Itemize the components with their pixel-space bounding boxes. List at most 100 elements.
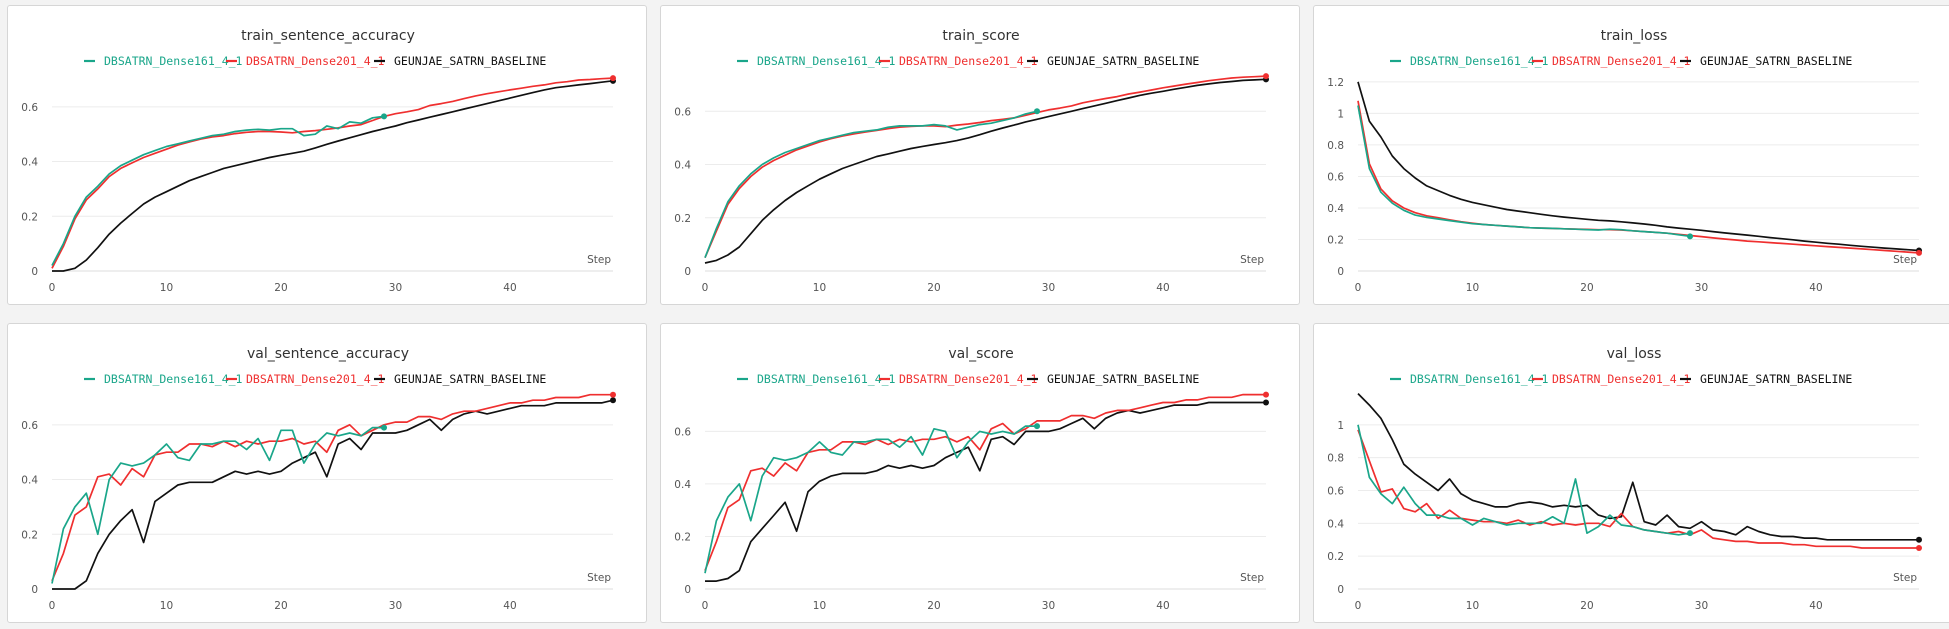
y-tick-label: 0.4	[674, 160, 691, 172]
series-line-geunjae-satrn-baseline[interactable]	[705, 79, 1266, 263]
legend-item-dbsatrn-dense201-4-1[interactable]: DBSATRN_Dense201_4_1	[879, 372, 1038, 386]
y-tick-label: 0.4	[21, 157, 38, 169]
series-end-point-dbsatrn-dense161-4-1	[1687, 233, 1693, 239]
y-tick-label: 0.2	[1327, 234, 1344, 246]
series-end-point-dbsatrn-dense201-4-1	[610, 392, 616, 398]
y-tick-label: 0	[1337, 584, 1344, 596]
x-tick-label: 30	[389, 282, 402, 294]
legend-item-dbsatrn-dense201-4-1[interactable]: DBSATRN_Dense201_4_1	[1532, 372, 1691, 386]
chart-panel-val-loss[interactable]: val_loss DBSATRN_Dense161_4_1 DBSATRN_Dens…	[1313, 323, 1949, 623]
series-line-dbsatrn-dense201-4-1[interactable]	[52, 395, 613, 581]
legend-item-geunjae-satrn-baseline[interactable]: GEUNJAE_SATRN_BASELINE	[1680, 54, 1852, 68]
series-line-geunjae-satrn-baseline[interactable]	[52, 81, 613, 271]
y-tick-label: 0	[1337, 266, 1344, 278]
series-end-point-dbsatrn-dense161-4-1	[381, 113, 387, 119]
x-tick-label: 40	[503, 282, 516, 294]
series-line-geunjae-satrn-baseline[interactable]	[1358, 82, 1919, 251]
y-tick-label: 0.2	[674, 213, 691, 225]
y-tick-label: 0.2	[674, 531, 691, 543]
x-tick-label: 20	[1580, 282, 1593, 294]
y-tick-label: 0.6	[21, 420, 38, 432]
series-line-dbsatrn-dense201-4-1[interactable]	[1358, 430, 1919, 548]
chart-panel-train-score[interactable]: train_score DBSATRN_Dense161_4_1 DBSATRN_D…	[660, 5, 1300, 305]
legend-item-geunjae-satrn-baseline[interactable]: GEUNJAE_SATRN_BASELINE	[1680, 372, 1852, 386]
x-tick-label: 0	[702, 600, 709, 612]
legend-label: DBSATRN_Dense161_4_1	[1410, 372, 1549, 386]
chart-title: val_score	[948, 346, 1013, 362]
legend-item-dbsatrn-dense201-4-1[interactable]: DBSATRN_Dense201_4_1	[1532, 54, 1691, 68]
legend-item-dbsatrn-dense161-4-1[interactable]: DBSATRN_Dense161_4_1	[84, 54, 243, 68]
y-tick-label: 1.2	[1327, 77, 1344, 89]
chart-svg: val_loss DBSATRN_Dense161_4_1 DBSATRN_Dens…	[1314, 324, 1949, 624]
legend-item-geunjae-satrn-baseline[interactable]: GEUNJAE_SATRN_BASELINE	[1027, 54, 1199, 68]
y-tick-label: 0	[684, 584, 691, 596]
y-tick-label: 0.4	[674, 479, 691, 491]
series-line-dbsatrn-dense161-4-1[interactable]	[1358, 425, 1690, 535]
chart-panel-train-loss[interactable]: train_loss DBSATRN_Dense161_4_1 DBSATRN_De…	[1313, 5, 1949, 305]
x-tick-label: 10	[160, 282, 173, 294]
legend-item-dbsatrn-dense161-4-1[interactable]: DBSATRN_Dense161_4_1	[737, 54, 896, 68]
legend-item-dbsatrn-dense161-4-1[interactable]: DBSATRN_Dense161_4_1	[737, 372, 896, 386]
series-end-point-geunjae-satrn-baseline	[1263, 400, 1269, 406]
series-end-point-dbsatrn-dense201-4-1	[1263, 392, 1269, 398]
legend-label: GEUNJAE_SATRN_BASELINE	[1047, 372, 1199, 386]
x-tick-label: 10	[160, 600, 173, 612]
legend-label: DBSATRN_Dense201_4_1	[899, 54, 1038, 68]
legend-item-dbsatrn-dense201-4-1[interactable]: DBSATRN_Dense201_4_1	[226, 372, 385, 386]
x-axis-label: Step	[587, 572, 611, 584]
legend-item-dbsatrn-dense201-4-1[interactable]: DBSATRN_Dense201_4_1	[226, 54, 385, 68]
series-end-point-geunjae-satrn-baseline	[1916, 537, 1922, 543]
x-tick-label: 40	[1809, 600, 1822, 612]
series-line-dbsatrn-dense201-4-1[interactable]	[705, 395, 1266, 571]
series-line-geunjae-satrn-baseline[interactable]	[705, 403, 1266, 582]
x-axis-label: Step	[587, 254, 611, 266]
legend-label: DBSATRN_Dense201_4_1	[1552, 372, 1691, 386]
legend-item-dbsatrn-dense161-4-1[interactable]: DBSATRN_Dense161_4_1	[1390, 54, 1549, 68]
legend-label: DBSATRN_Dense201_4_1	[246, 372, 385, 386]
series-end-point-dbsatrn-dense161-4-1	[1687, 530, 1693, 536]
x-tick-label: 0	[1355, 600, 1362, 612]
x-tick-label: 40	[503, 600, 516, 612]
series-line-geunjae-satrn-baseline[interactable]	[52, 400, 613, 589]
series-end-point-dbsatrn-dense161-4-1	[1034, 108, 1040, 114]
legend-label: GEUNJAE_SATRN_BASELINE	[1047, 54, 1199, 68]
series-end-point-dbsatrn-dense161-4-1	[1034, 423, 1040, 429]
x-axis-label: Step	[1893, 254, 1917, 266]
y-tick-label: 0.6	[21, 102, 38, 114]
series-end-point-dbsatrn-dense201-4-1	[1263, 73, 1269, 79]
chart-panel-val-score[interactable]: val_score DBSATRN_Dense161_4_1 DBSATRN_Den…	[660, 323, 1300, 623]
series-end-point-dbsatrn-dense201-4-1	[610, 75, 616, 81]
series-line-dbsatrn-dense161-4-1[interactable]	[52, 428, 384, 584]
series-line-geunjae-satrn-baseline[interactable]	[1358, 394, 1919, 540]
x-tick-label: 10	[813, 600, 826, 612]
legend-item-geunjae-satrn-baseline[interactable]: GEUNJAE_SATRN_BASELINE	[374, 372, 546, 386]
x-tick-label: 10	[813, 282, 826, 294]
x-tick-label: 20	[927, 600, 940, 612]
chart-panel-train-sentence-accuracy[interactable]: train_sentence_accuracy DBSATRN_Dense161_…	[7, 5, 647, 305]
x-tick-label: 40	[1156, 600, 1169, 612]
legend-label: DBSATRN_Dense161_4_1	[1410, 54, 1549, 68]
x-tick-label: 20	[274, 282, 287, 294]
chart-title: train_score	[942, 28, 1019, 44]
chart-panel-val-sentence-accuracy[interactable]: val_sentence_accuracy DBSATRN_Dense161_4_…	[7, 323, 647, 623]
series-end-point-dbsatrn-dense201-4-1	[1916, 250, 1922, 256]
y-tick-label: 0	[684, 266, 691, 278]
legend-label: GEUNJAE_SATRN_BASELINE	[394, 372, 546, 386]
y-tick-label: 0.6	[674, 426, 691, 438]
chart-title: val_loss	[1607, 346, 1662, 362]
legend-item-dbsatrn-dense161-4-1[interactable]: DBSATRN_Dense161_4_1	[84, 372, 243, 386]
legend-label: DBSATRN_Dense161_4_1	[104, 372, 243, 386]
legend-item-geunjae-satrn-baseline[interactable]: GEUNJAE_SATRN_BASELINE	[374, 54, 546, 68]
legend-item-geunjae-satrn-baseline[interactable]: GEUNJAE_SATRN_BASELINE	[1027, 372, 1199, 386]
legend-item-dbsatrn-dense161-4-1[interactable]: DBSATRN_Dense161_4_1	[1390, 372, 1549, 386]
legend-label: DBSATRN_Dense161_4_1	[104, 54, 243, 68]
y-tick-label: 0.4	[21, 475, 38, 487]
x-axis-label: Step	[1240, 572, 1264, 584]
x-tick-label: 30	[1042, 600, 1055, 612]
series-end-point-geunjae-satrn-baseline	[610, 397, 616, 403]
x-tick-label: 0	[49, 600, 56, 612]
x-axis-label: Step	[1893, 572, 1917, 584]
series-line-dbsatrn-dense201-4-1[interactable]	[705, 76, 1266, 258]
legend-item-dbsatrn-dense201-4-1[interactable]: DBSATRN_Dense201_4_1	[879, 54, 1038, 68]
